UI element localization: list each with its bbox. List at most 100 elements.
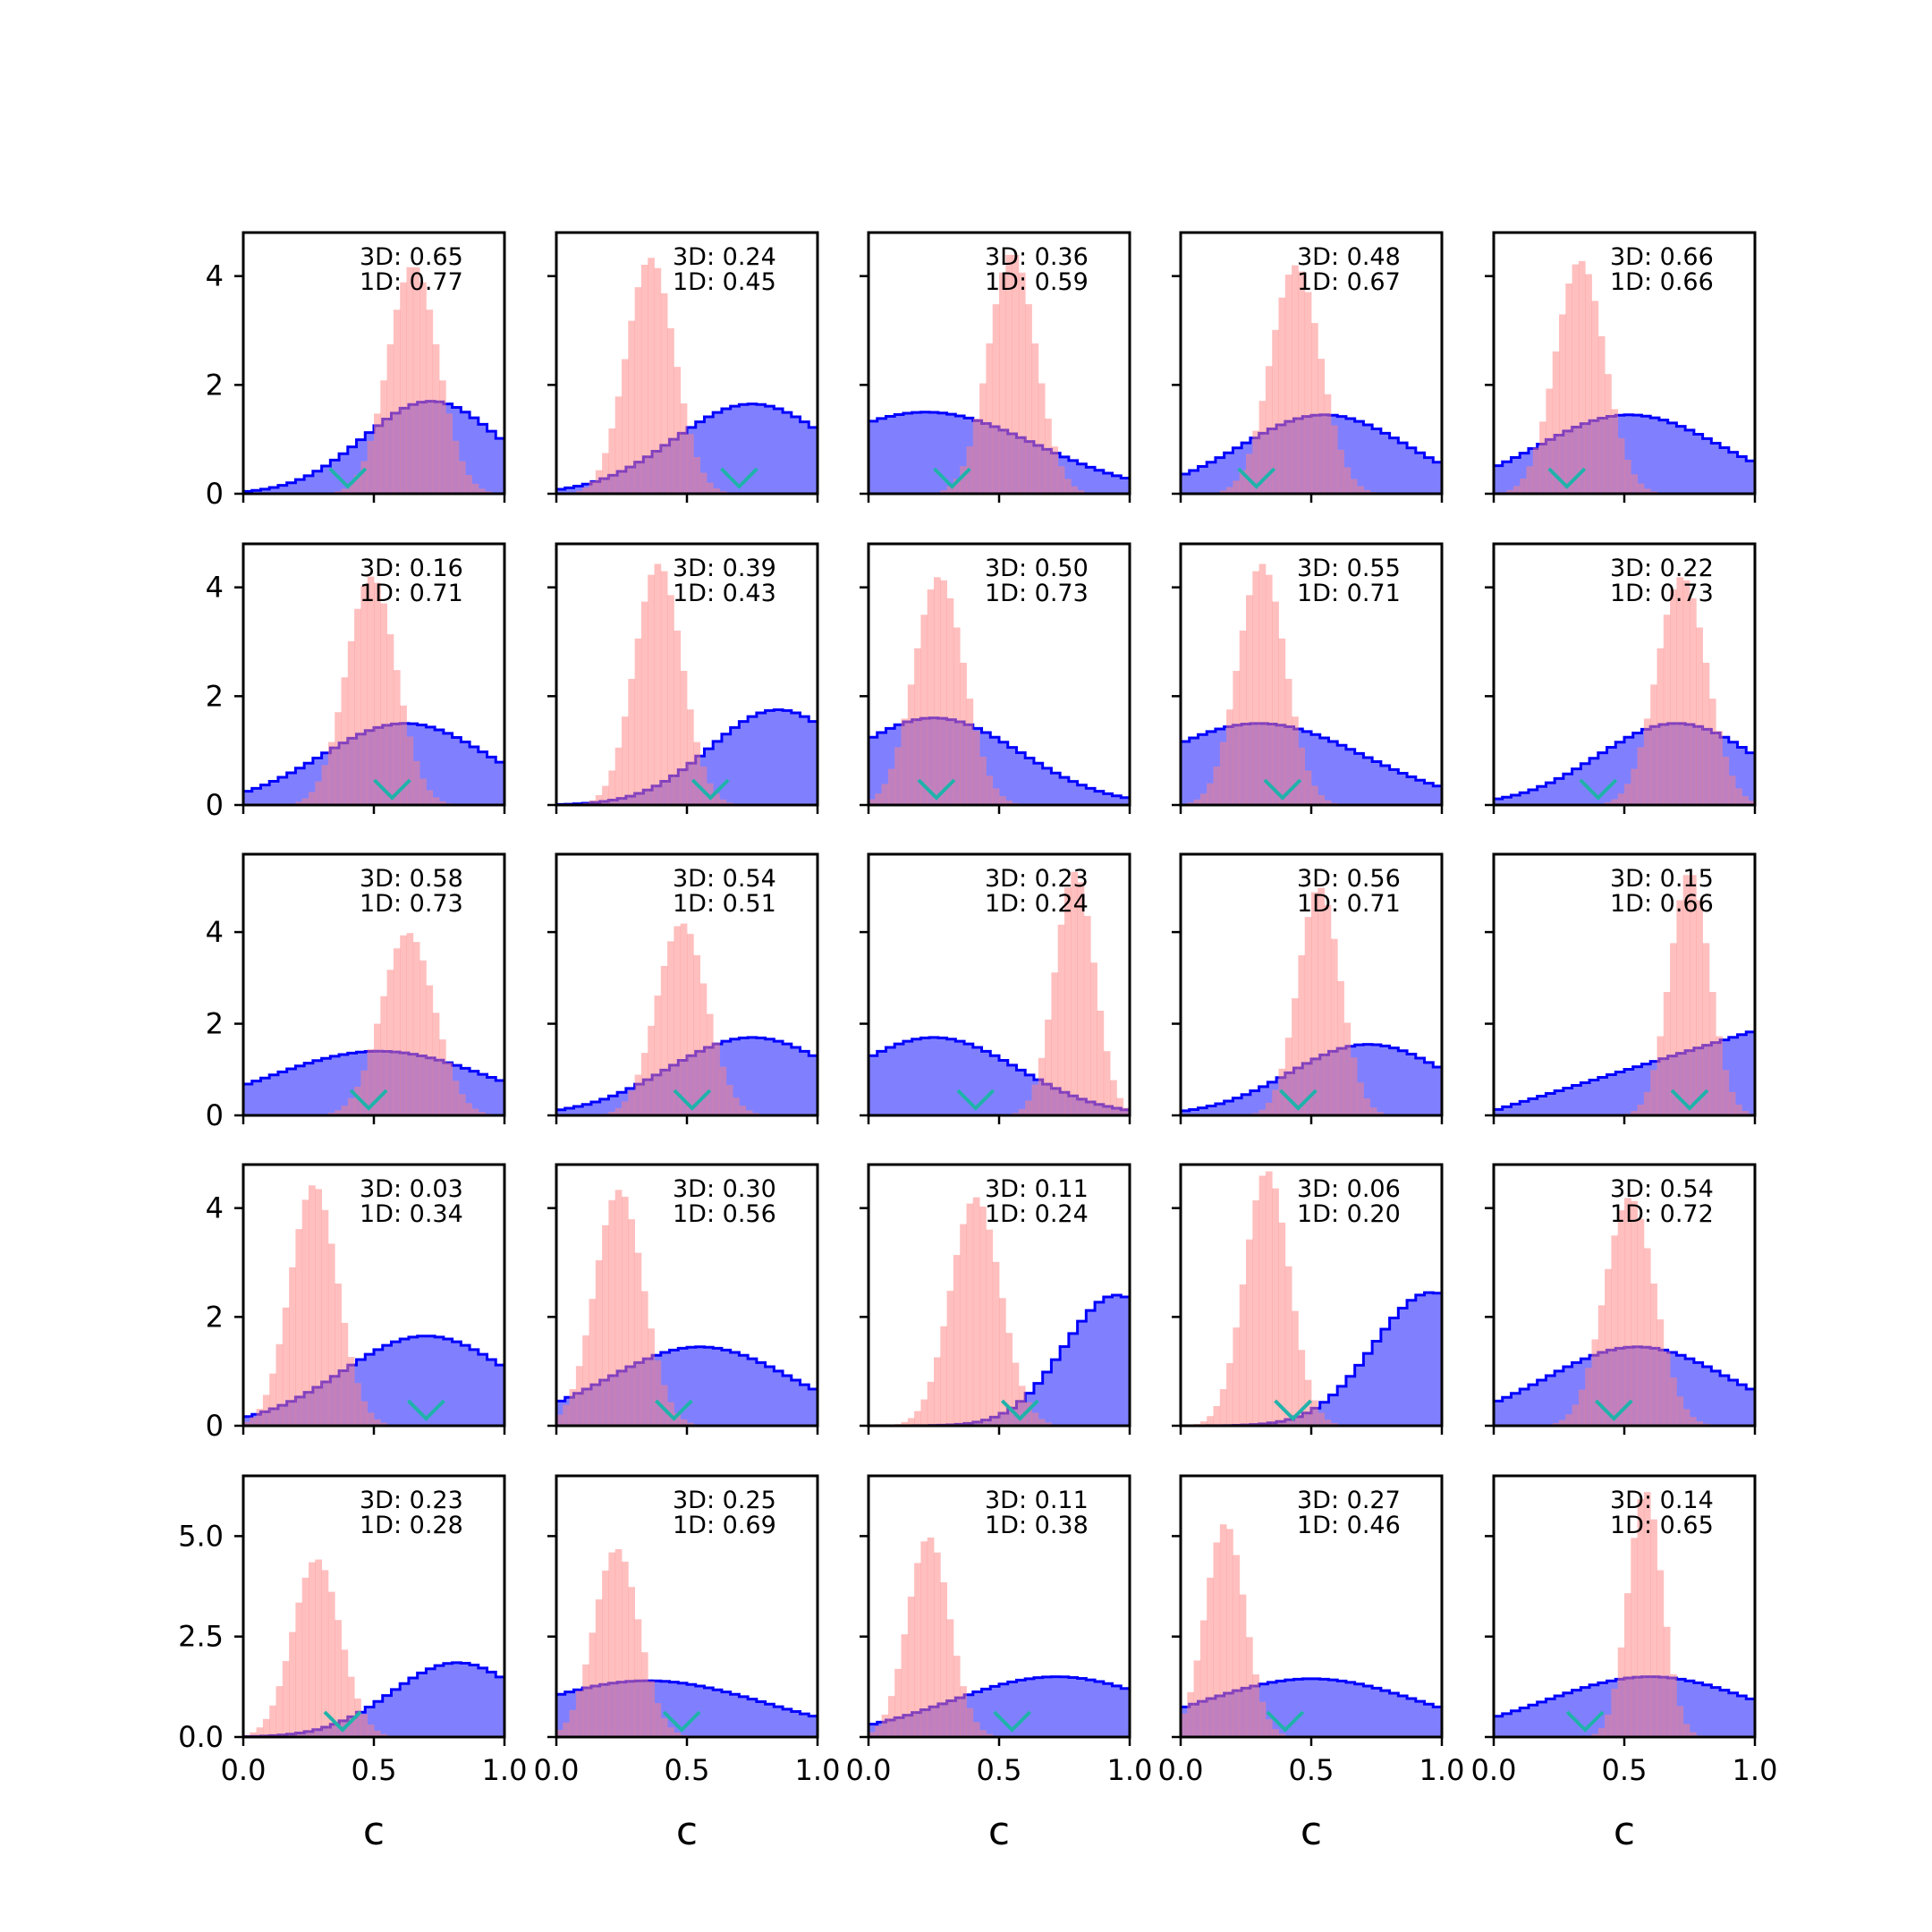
- narrow-histogram-bar: [875, 793, 882, 805]
- narrow-histogram-bar: [699, 472, 708, 494]
- broad-histogram-fill: [1181, 1292, 1442, 1426]
- narrow-histogram-bar: [1696, 900, 1703, 1115]
- narrow-histogram-bar: [946, 486, 954, 494]
- narrow-histogram-bar: [380, 1733, 387, 1737]
- true-value-marker: [328, 467, 368, 489]
- y-tick-label: 2.5: [178, 1620, 224, 1654]
- plot-area: [1494, 260, 1755, 494]
- narrow-histogram-bar: [999, 796, 1006, 805]
- narrow-histogram-bar: [439, 801, 446, 805]
- narrow-histogram-bar: [354, 1383, 361, 1426]
- narrow-histogram-bar: [1252, 430, 1259, 494]
- annotation-3d: 3D: 0.66: [1610, 243, 1714, 271]
- narrow-histogram-bar: [640, 1652, 648, 1737]
- annotation-1d: 1D: 0.45: [673, 268, 776, 296]
- narrow-histogram-bar: [1637, 483, 1645, 494]
- plot-area: [869, 871, 1130, 1115]
- narrow-histogram-bar: [1357, 1082, 1364, 1115]
- narrow-histogram-bar: [1716, 731, 1723, 805]
- narrow-histogram-bar: [589, 1299, 597, 1426]
- true-value-marker: [323, 1710, 362, 1733]
- narrow-histogram-bar: [907, 1418, 915, 1426]
- annotation-1d: 1D: 0.46: [1297, 1512, 1401, 1539]
- narrow-histogram-bar: [1506, 489, 1514, 494]
- narrow-histogram-bar: [1318, 794, 1325, 805]
- narrow-histogram-bar: [1233, 1327, 1241, 1426]
- narrow-histogram-bar: [478, 488, 486, 494]
- annotation-1d: 1D: 0.71: [360, 580, 463, 607]
- narrow-histogram-bar: [1199, 1620, 1208, 1737]
- narrow-histogram-bar: [563, 1722, 570, 1737]
- narrow-histogram-bar: [374, 1023, 381, 1115]
- narrow-histogram-bar: [654, 996, 662, 1115]
- y-tick-label: 2: [206, 368, 224, 402]
- annotation-3d: 3D: 0.16: [360, 555, 463, 582]
- y-tick-label: 0.0: [178, 1720, 224, 1754]
- narrow-histogram-bar: [1696, 627, 1703, 805]
- narrow-histogram-bar: [693, 456, 700, 494]
- plot-area: [556, 923, 818, 1115]
- narrow-histogram-bar: [1696, 1421, 1703, 1426]
- narrow-histogram-bar: [1233, 480, 1241, 494]
- annotation-1d: 1D: 0.66: [1610, 268, 1714, 296]
- narrow-histogram-bar: [1311, 785, 1318, 805]
- narrow-histogram-bar: [1702, 662, 1710, 805]
- narrow-histogram-bar: [1617, 1647, 1625, 1737]
- narrow-histogram-bar: [608, 1111, 616, 1115]
- narrow-histogram-bar: [556, 1414, 564, 1426]
- narrow-histogram-bar: [1363, 1098, 1371, 1115]
- narrow-histogram-bar: [946, 1619, 954, 1737]
- y-tick-label: 0: [206, 1098, 224, 1132]
- plot-area: [869, 577, 1130, 805]
- narrow-histogram-bar: [667, 328, 674, 494]
- narrow-histogram-bar: [556, 1730, 564, 1737]
- narrow-histogram-bar: [321, 1570, 329, 1737]
- narrow-histogram-bar: [341, 677, 349, 805]
- narrow-histogram-bar: [660, 1385, 668, 1426]
- narrow-histogram-bar: [406, 736, 414, 805]
- narrow-histogram-bar: [309, 1185, 316, 1426]
- annotation-1d: 1D: 0.43: [673, 580, 776, 607]
- true-value-marker: [1547, 467, 1587, 489]
- narrow-histogram-bar: [628, 1587, 635, 1737]
- narrow-histogram-bar: [887, 768, 895, 805]
- y-tick-label: 4: [206, 571, 224, 605]
- narrow-histogram-bar: [1748, 801, 1755, 805]
- narrow-histogram-bar: [321, 765, 329, 805]
- narrow-histogram-bar: [1631, 1200, 1638, 1426]
- narrow-histogram-bar: [992, 1261, 1000, 1426]
- narrow-histogram-bar: [1246, 595, 1253, 805]
- narrow-histogram-bar: [953, 479, 961, 494]
- narrow-histogram-bar: [706, 482, 714, 494]
- y-tick-label: 0: [206, 788, 224, 822]
- annotation-1d: 1D: 0.65: [1610, 1512, 1714, 1539]
- narrow-histogram-bar: [634, 638, 642, 805]
- narrow-histogram-bar: [687, 934, 694, 1115]
- narrow-histogram-bar: [1193, 1660, 1201, 1737]
- narrow-histogram-bar: [999, 272, 1006, 494]
- narrow-histogram-bar: [1284, 679, 1292, 805]
- narrow-histogram-bar: [1578, 260, 1586, 494]
- narrow-histogram-bar: [920, 1399, 928, 1426]
- narrow-histogram-bar: [1031, 1412, 1039, 1426]
- narrow-histogram-bar: [1239, 631, 1247, 805]
- narrow-histogram-bar: [1239, 470, 1247, 494]
- narrow-histogram-bar: [250, 1732, 257, 1737]
- narrow-histogram-bar: [256, 1409, 264, 1426]
- annotation-1d: 1D: 0.59: [985, 268, 1089, 296]
- narrow-histogram-bar: [992, 788, 1000, 805]
- narrow-histogram-bar: [452, 1080, 460, 1115]
- narrow-histogram-bar: [1559, 314, 1566, 494]
- narrow-histogram-bar: [309, 792, 316, 805]
- narrow-histogram-bar: [1643, 1091, 1651, 1115]
- x-tick-label: 1.0: [1107, 1753, 1153, 1787]
- narrow-histogram-bar: [589, 480, 597, 494]
- narrow-histogram-bar: [1643, 718, 1651, 805]
- narrow-histogram-bar: [1045, 1019, 1052, 1115]
- narrow-histogram-bar: [1337, 980, 1344, 1115]
- narrow-histogram-bar: [465, 475, 472, 494]
- narrow-histogram-bar: [628, 679, 635, 805]
- narrow-histogram-bar: [614, 1107, 623, 1115]
